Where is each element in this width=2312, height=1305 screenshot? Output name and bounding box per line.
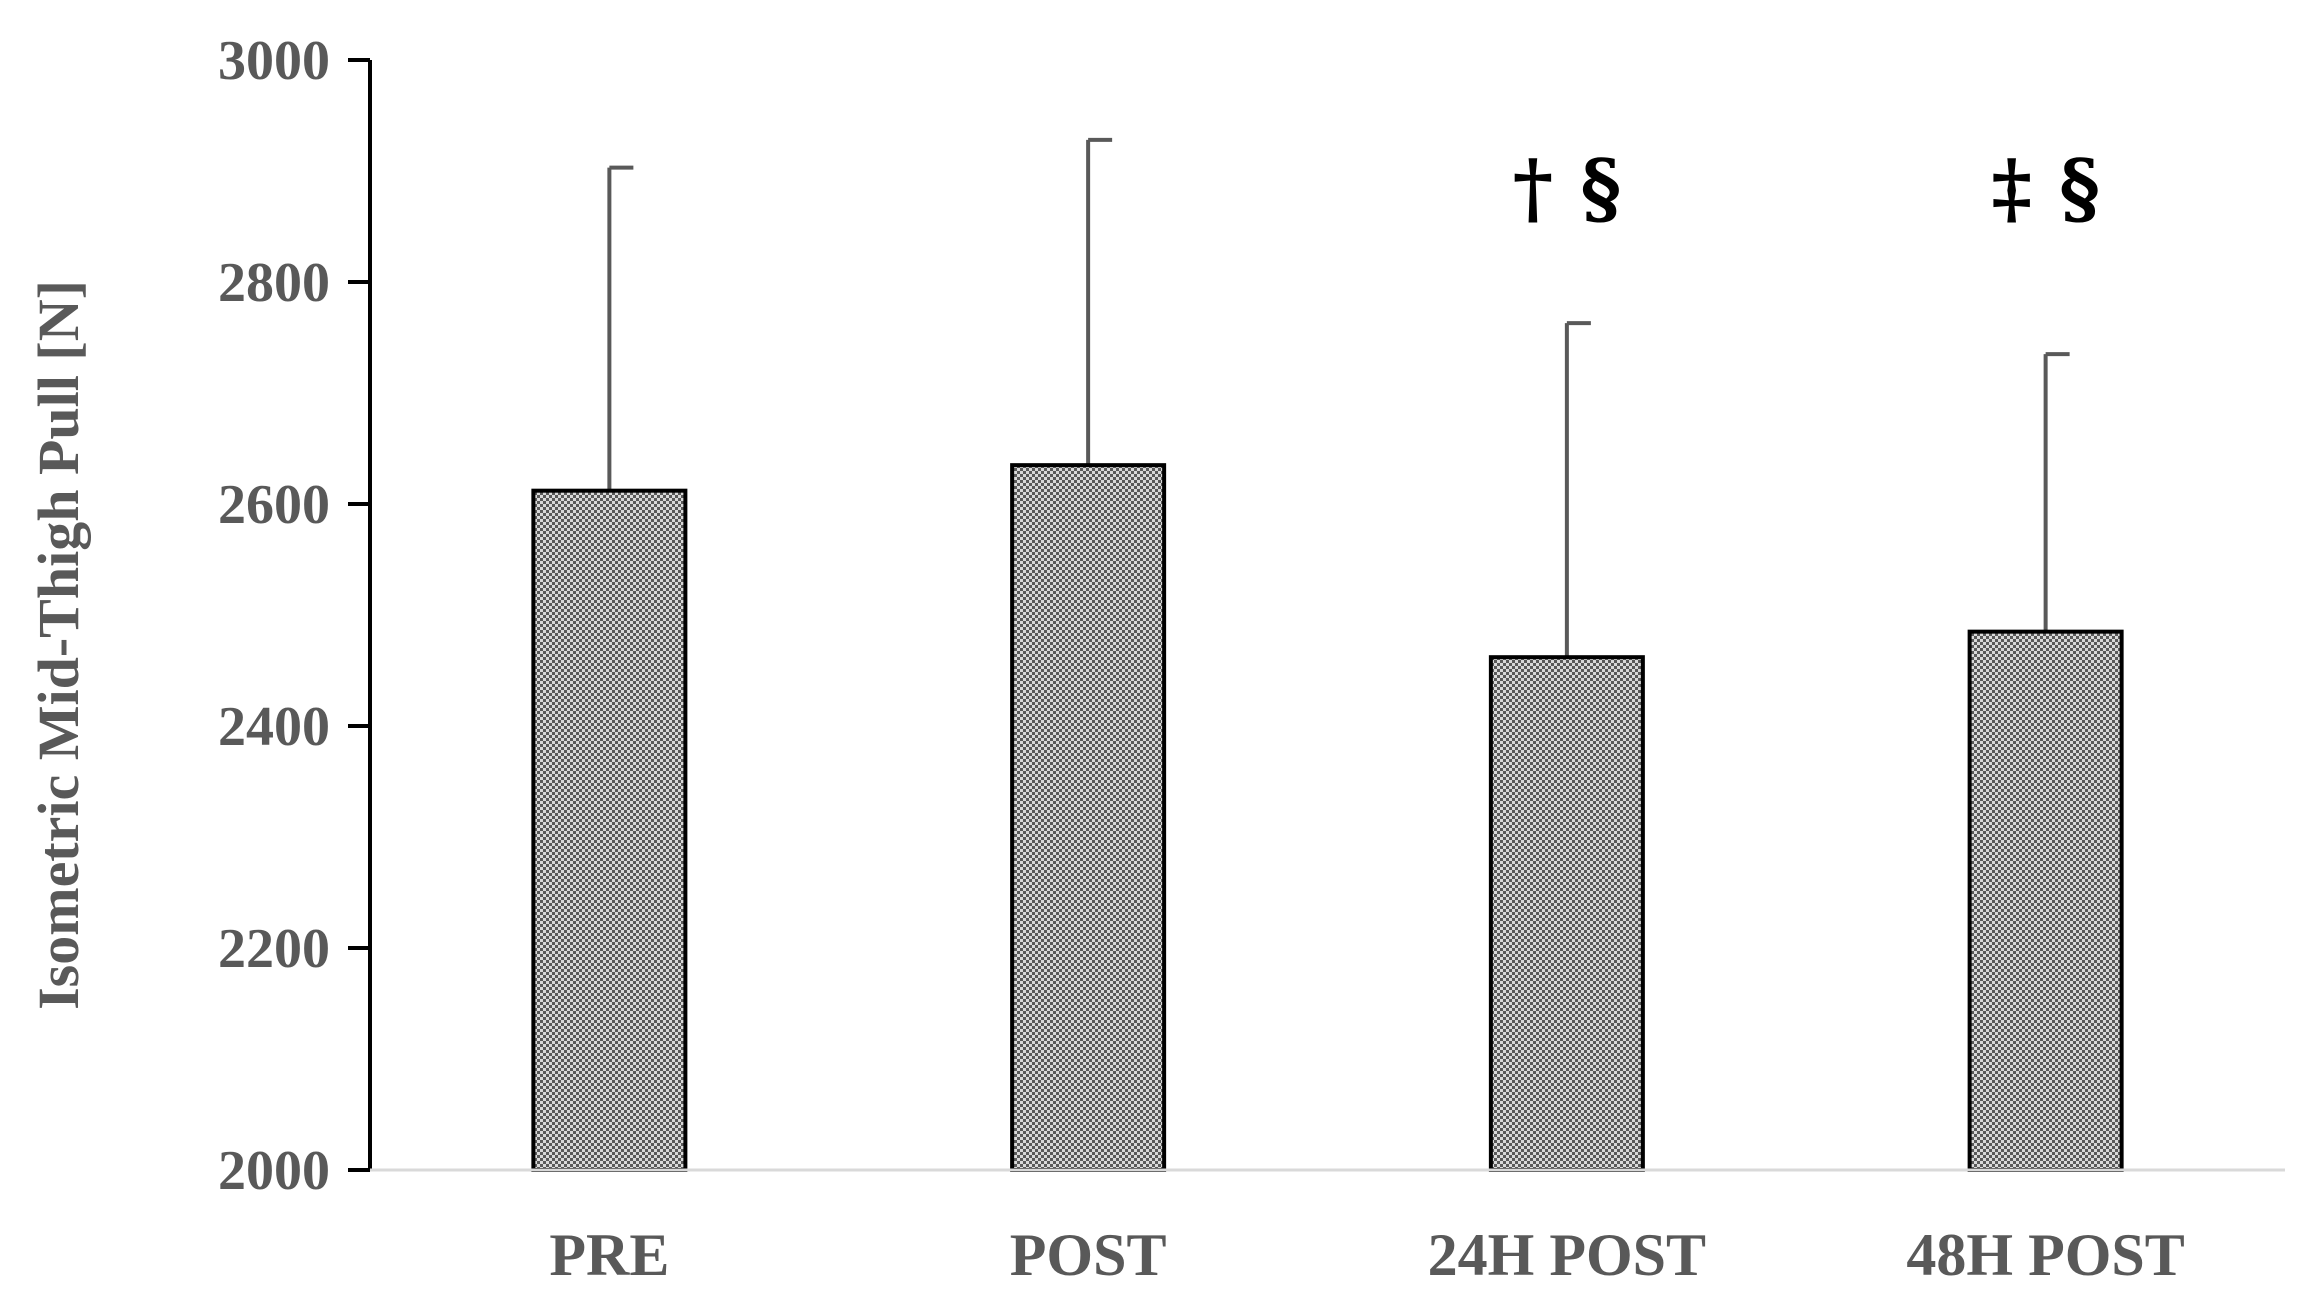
significance-annotations: † § ‡ § (1513, 143, 2101, 234)
error-bars (607, 137, 2070, 668)
y-axis-ticks: 2000 2200 2400 2600 2800 3000 (218, 30, 370, 1202)
y-tick-label: 2200 (218, 918, 330, 980)
y-axis-title: Isometric Mid-Thigh Pull [N] (26, 280, 91, 1010)
y-axis-title-group: Isometric Mid-Thigh Pull [N] (26, 280, 91, 1010)
bar (1488, 655, 1645, 1172)
significance-annotation: ‡ § (1991, 143, 2100, 234)
bar (1967, 629, 2124, 1172)
bar (1010, 463, 1167, 1172)
x-category-label: POST (1010, 1222, 1167, 1288)
x-category-label: 24H POST (1428, 1222, 1706, 1288)
y-tick-label: 2400 (218, 696, 330, 758)
y-tick-label: 2600 (218, 474, 330, 536)
y-tick-label: 2800 (218, 252, 330, 314)
y-tick-label: 3000 (218, 30, 330, 92)
x-category-label: 48H POST (1906, 1222, 2184, 1288)
significance-annotation: † § (1513, 143, 1622, 234)
bar (531, 488, 688, 1172)
y-tick-label: 2000 (218, 1140, 330, 1202)
bars (531, 463, 2124, 1172)
x-category-label: PRE (549, 1222, 669, 1288)
axes (368, 60, 2285, 1172)
category-labels: PRE POST 24H POST 48H POST (549, 1222, 2184, 1288)
